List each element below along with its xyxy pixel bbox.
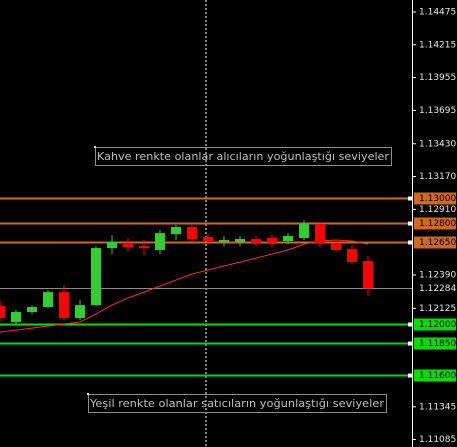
candle-body <box>219 240 229 243</box>
candle-body <box>267 238 277 245</box>
candle-body <box>139 246 149 249</box>
y-tick-label: 1.14215 <box>419 40 456 50</box>
level-marker <box>408 221 412 226</box>
level-marker <box>408 322 412 327</box>
candle-body <box>27 306 37 313</box>
y-tick-label: 1.12125 <box>419 304 456 314</box>
candle-body <box>171 227 181 235</box>
level-label-box <box>414 236 456 249</box>
candle-body <box>91 248 101 306</box>
y-tick-label: 1.12910 <box>419 205 456 215</box>
candle-body <box>0 306 5 319</box>
y-tick-label: 1.13430 <box>419 139 456 149</box>
current-price-label: 1.12284 <box>419 284 456 294</box>
candle-body <box>75 305 85 319</box>
level-label-box <box>414 217 456 230</box>
candle-body <box>43 292 53 307</box>
level-label: 1.12000 <box>419 320 456 330</box>
level-label: 1.11850 <box>419 339 456 349</box>
level-label: 1.12800 <box>419 219 456 229</box>
annotation-box <box>95 147 392 166</box>
level-marker <box>408 341 412 346</box>
candle-body <box>235 239 245 243</box>
y-tick-label: 1.12390 <box>419 270 456 280</box>
candle-body <box>107 242 117 249</box>
annotation: Yeşil renkte olanlar satıcıların yoğunla… <box>89 397 385 410</box>
level-label-box <box>414 337 456 350</box>
annotation-anchor <box>94 146 96 148</box>
level-label: 1.12650 <box>419 238 456 248</box>
candle-body <box>299 224 309 239</box>
y-tick-label: 1.13955 <box>419 73 456 83</box>
level-marker <box>408 240 412 245</box>
y-tick-label: 1.11085 <box>419 435 456 445</box>
candle-body <box>187 227 197 240</box>
annotation: Kahve renkte olanlar alıcıların yoğunlaş… <box>97 150 389 163</box>
candle-body <box>59 292 69 319</box>
candle-body <box>123 244 133 248</box>
moving-average <box>0 239 369 333</box>
candle-body <box>155 233 165 250</box>
y-tick-label: 1.13695 <box>419 106 456 116</box>
candle-body <box>363 261 373 289</box>
candle-body <box>11 312 21 323</box>
candle-body <box>347 249 357 263</box>
level-label: 1.11600 <box>419 371 456 381</box>
y-tick-label: 1.11345 <box>419 402 456 412</box>
level-label-box <box>414 318 456 331</box>
annotation-box <box>88 394 387 413</box>
candle-body <box>283 235 293 242</box>
level-label: 1.13000 <box>419 194 456 204</box>
annotation-anchor <box>87 393 89 395</box>
candle-body <box>315 224 325 244</box>
y-tick-label: 1.14475 <box>419 7 456 17</box>
candle-body <box>251 239 261 244</box>
current-price-box <box>414 282 456 295</box>
level-label-box <box>414 192 456 205</box>
y-tick-label: 1.13170 <box>419 172 456 182</box>
level-label-box <box>414 369 456 382</box>
level-marker <box>408 373 412 378</box>
level-marker <box>408 196 412 201</box>
candle-body <box>331 243 341 250</box>
candle-body <box>203 236 213 242</box>
